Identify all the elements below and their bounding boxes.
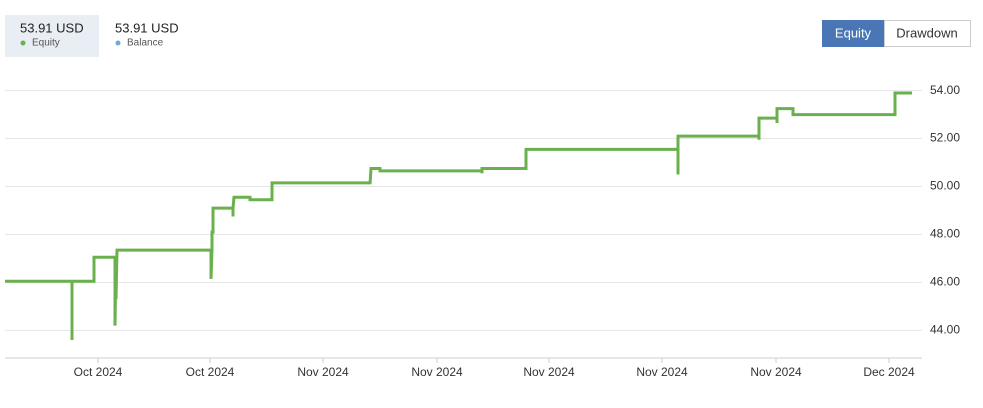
drawdown-button-label[interactable]: Drawdown	[896, 25, 957, 40]
drawdown-button[interactable]	[884, 20, 971, 47]
legend-label: Equity	[32, 38, 60, 49]
x-tick-label: Nov 2024	[411, 365, 463, 379]
x-tick-label: Oct 2024	[74, 365, 123, 379]
equity-button-label[interactable]: Equity	[835, 25, 872, 40]
y-tick-label: 52.00	[930, 131, 960, 145]
equity-button[interactable]	[822, 20, 884, 47]
x-tick-label: Nov 2024	[523, 365, 575, 379]
equity-box	[5, 15, 99, 57]
legend-dot	[115, 40, 121, 46]
legend-dot	[20, 40, 26, 46]
equity-line	[5, 91, 912, 341]
balance-label: Balance	[127, 38, 164, 49]
x-tick-label: Nov 2024	[750, 365, 802, 379]
x-tick-label: Nov 2024	[297, 365, 349, 379]
x-tick-label: Dec 2024	[863, 365, 915, 379]
y-tick-label: 46.00	[930, 275, 960, 289]
y-tick-label: 54.00	[930, 83, 960, 97]
y-tick-label: 50.00	[930, 179, 960, 193]
y-tick-label: 44.00	[930, 323, 960, 337]
x-tick-label: Nov 2024	[636, 365, 688, 379]
x-tick-label: Oct 2024	[186, 365, 235, 379]
equity-value: 53.91 USD	[20, 20, 84, 35]
balance-value: 53.91 USD	[115, 20, 179, 35]
y-tick-label: 48.00	[930, 227, 960, 241]
